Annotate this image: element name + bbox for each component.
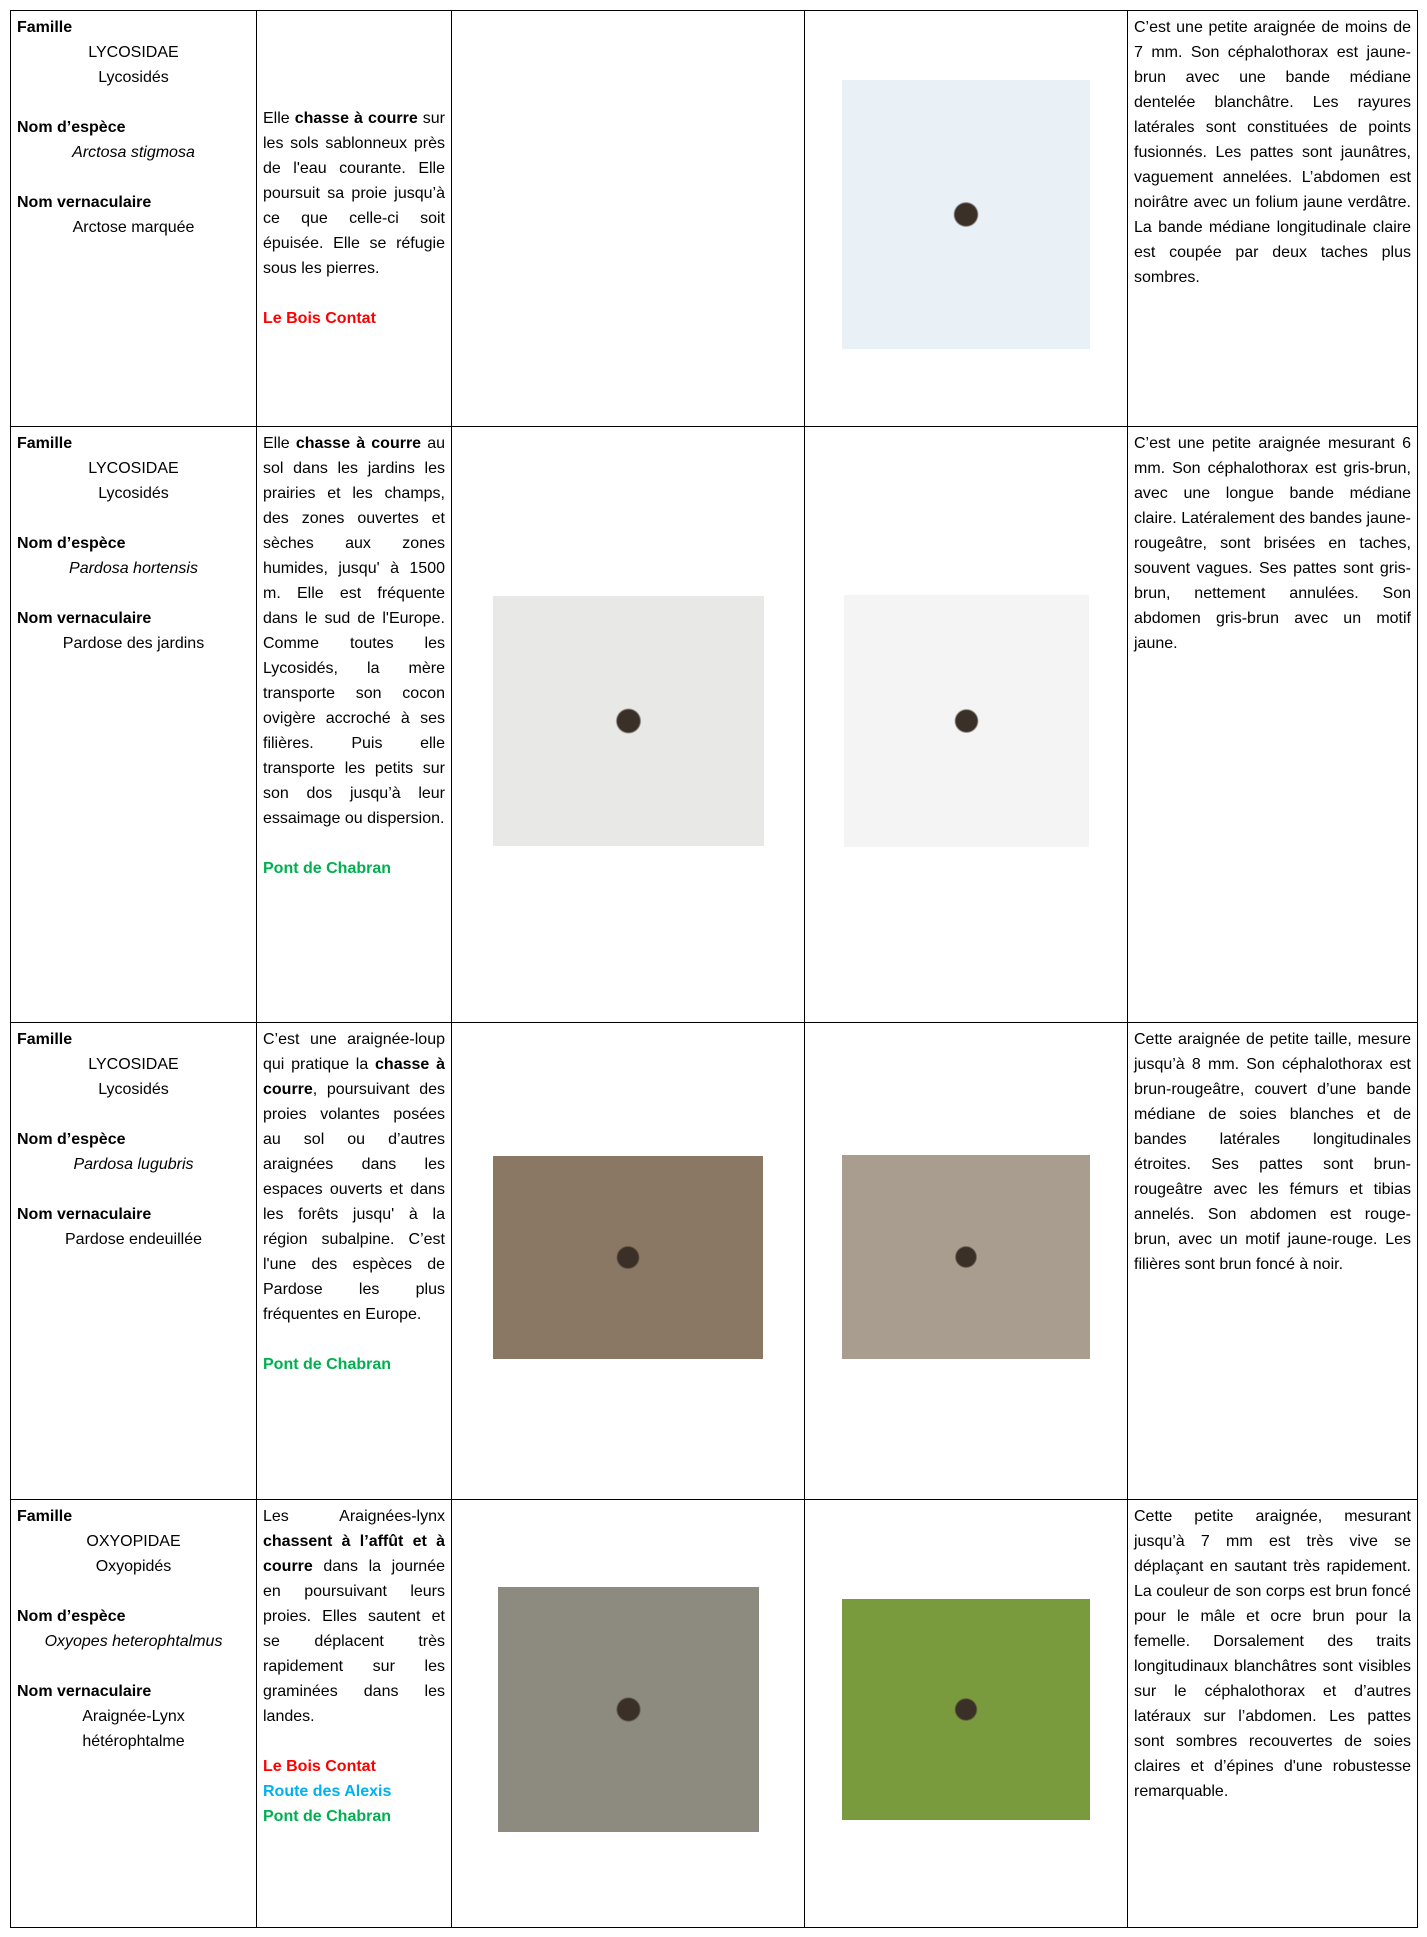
species-row: Famille OXYOPIDAE Oxyopidés Nom d’espèce Oxy… xyxy=(10,1499,1418,1928)
location: Pont de Chabran xyxy=(263,1808,392,1825)
common-name: Pardose endeuillée xyxy=(65,1231,202,1248)
habitat-text: Elle chasse à courre sur les sols sablon… xyxy=(263,106,445,281)
description-cell: Cette petite araignée, mesurant jusqu’à … xyxy=(1127,1499,1418,1928)
spacer xyxy=(17,1102,250,1127)
label: Nom vernaculaire xyxy=(17,1683,152,1700)
species: Oxyopes heterophtalmus xyxy=(44,1633,223,1650)
location: Le Bois Contat xyxy=(263,310,376,327)
label: Famille xyxy=(17,1508,73,1525)
habitat-cell: Les Araignées-lynx chassent à l’affût et… xyxy=(256,1499,452,1928)
species-row: Famille LYCOSIDAE Lycosidés Nom d’espèce Par… xyxy=(10,426,1418,1023)
habitat-segment: sur les sols sablonneux près de l'eau co… xyxy=(263,110,446,277)
habitat-segment: chasse à courre xyxy=(294,110,418,127)
species: Arctosa stigmosa xyxy=(72,144,195,161)
common-name: Arctose marquée xyxy=(72,219,195,236)
photo xyxy=(843,594,1089,847)
habitat-cell: C’est une araignée-loup qui pratique la … xyxy=(256,1022,452,1500)
description-cell: C’est une petite araignée de moins de 7 … xyxy=(1127,10,1418,427)
photo xyxy=(842,1155,1090,1359)
photo-cell xyxy=(804,426,1128,1023)
photo-cell xyxy=(804,1499,1128,1928)
label: Nom vernaculaire xyxy=(17,610,152,627)
photo xyxy=(492,595,764,846)
label: Famille xyxy=(17,435,73,452)
taxonomy-cell: Famille LYCOSIDAE Lycosidés Nom d’espèce Par… xyxy=(10,1022,257,1500)
spacer xyxy=(17,581,250,606)
family: LYCOSIDAE xyxy=(88,460,179,477)
habitat-text: Elle chasse à courre au sol dans les jar… xyxy=(263,431,445,831)
habitat-text: C’est une araignée-loup qui pratique la … xyxy=(263,1027,445,1327)
species-table: Famille LYCOSIDAE Lycosidés Nom d’espèce Arc… xyxy=(10,10,1418,1928)
family: OXYOPIDAE xyxy=(86,1533,181,1550)
species: Pardosa hortensis xyxy=(69,560,198,577)
photo-cell xyxy=(451,10,805,427)
label: Nom vernaculaire xyxy=(17,194,152,211)
photo-cell xyxy=(451,1022,805,1500)
family-fr: Lycosidés xyxy=(98,69,169,86)
family: LYCOSIDAE xyxy=(88,44,179,61)
taxonomy-cell: Famille LYCOSIDAE Lycosidés Nom d’espèce Arc… xyxy=(10,10,257,427)
habitat-cell: Elle chasse à courre au sol dans les jar… xyxy=(256,426,452,1023)
label: Nom d’espèce xyxy=(17,535,126,552)
species-row: Famille LYCOSIDAE Lycosidés Nom d’espèce Par… xyxy=(10,1022,1418,1500)
label: Nom d’espèce xyxy=(17,1131,126,1148)
habitat-segment: , poursuivant des proies volantes posées… xyxy=(263,1081,445,1323)
location: Le Bois Contat xyxy=(263,1758,376,1775)
habitat-segment: chasse à courre xyxy=(295,435,422,452)
label: Nom vernaculaire xyxy=(17,1206,152,1223)
common-name: Pardose des jardins xyxy=(62,635,205,652)
habitat-segment: au sol dans les jardins les prairies et … xyxy=(263,435,445,827)
habitat-text: Les Araignées-lynx chassent à l’affût et… xyxy=(263,1504,445,1729)
label: Famille xyxy=(17,19,73,36)
taxonomy-cell: Famille OXYOPIDAE Oxyopidés Nom d’espèce Oxy… xyxy=(10,1499,257,1928)
label: Nom d’espèce xyxy=(17,119,126,136)
photo xyxy=(842,1599,1090,1820)
photo xyxy=(842,80,1090,349)
spacer xyxy=(17,165,250,190)
spacer xyxy=(263,1729,445,1754)
spacer xyxy=(17,1177,250,1202)
habitat-cell: Elle chasse à courre sur les sols sablon… xyxy=(256,10,452,427)
habitat-segment: dans la journée en poursuivant leurs pro… xyxy=(263,1558,445,1725)
habitat-segment: Elle xyxy=(263,110,295,127)
spacer xyxy=(263,831,445,856)
location: Pont de Chabran xyxy=(263,860,392,877)
location: Route des Alexis xyxy=(263,1783,392,1800)
photo xyxy=(493,1155,763,1359)
common-name: hétérophtalme xyxy=(82,1733,185,1750)
taxonomy-cell: Famille LYCOSIDAE Lycosidés Nom d’espèce Par… xyxy=(10,426,257,1023)
description-cell: C’est une petite araignée mesurant 6 mm.… xyxy=(1127,426,1418,1023)
photo-cell xyxy=(804,1022,1128,1500)
habitat-segment: chasse à courre xyxy=(263,1056,445,1098)
location: Pont de Chabran xyxy=(263,1356,392,1373)
habitat-segment: C’est une araignée-loup qui pratique la xyxy=(263,1031,445,1073)
spacer xyxy=(17,90,250,115)
family: LYCOSIDAE xyxy=(88,1056,179,1073)
common-name: Araignée-Lynx xyxy=(82,1708,185,1725)
label: Nom d’espèce xyxy=(17,1608,126,1625)
family-fr: Oxyopidés xyxy=(95,1558,172,1575)
photo-cell xyxy=(451,1499,805,1928)
species-row: Famille LYCOSIDAE Lycosidés Nom d’espèce Arc… xyxy=(10,10,1418,427)
photo-cell xyxy=(451,426,805,1023)
spacer xyxy=(263,1327,445,1352)
label: Famille xyxy=(17,1031,73,1048)
spacer xyxy=(263,281,445,306)
photo xyxy=(497,1587,759,1832)
spacer xyxy=(17,1579,250,1604)
description-cell: Cette araignée de petite taille, mesure … xyxy=(1127,1022,1418,1500)
family-fr: Lycosidés xyxy=(98,1081,169,1098)
habitat-segment: chassent à l’affût et à courre xyxy=(263,1533,445,1575)
photo-cell xyxy=(804,10,1128,427)
spacer xyxy=(17,1654,250,1679)
habitat-segment: Elle xyxy=(263,435,296,452)
spacer xyxy=(17,506,250,531)
species: Pardosa lugubris xyxy=(73,1156,194,1173)
family-fr: Lycosidés xyxy=(98,485,169,502)
habitat-segment: Les Araignées-lynx xyxy=(263,1508,445,1525)
